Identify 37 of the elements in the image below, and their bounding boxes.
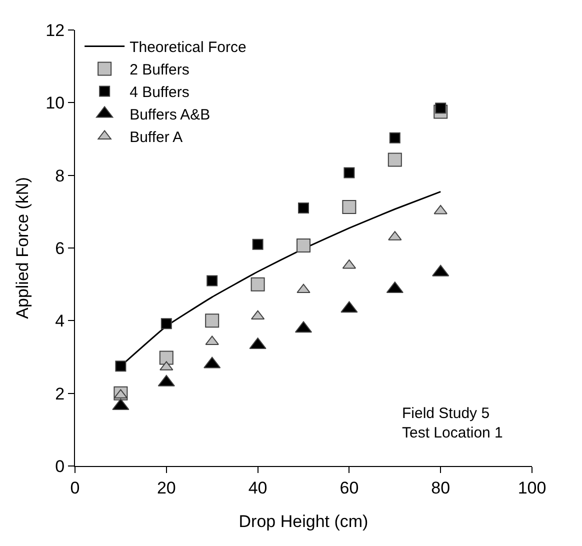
x-tick-label: 20 <box>156 478 176 498</box>
point <box>342 200 356 214</box>
y-tick-label: 8 <box>55 166 65 186</box>
point <box>435 102 446 114</box>
y-tick-label: 10 <box>46 94 65 113</box>
point <box>160 318 172 330</box>
point <box>252 238 264 250</box>
x-axis-title: Drop Height (cm) <box>238 512 368 531</box>
legend-label: 4 Buffers <box>130 84 190 102</box>
point <box>115 360 126 372</box>
x-tick-label: 100 <box>518 478 546 498</box>
x-tick-label: 60 <box>340 478 359 498</box>
point <box>389 132 400 144</box>
y-tick-label: 4 <box>55 312 65 331</box>
annotation: Field Study 5 Test Location 1 <box>402 405 503 442</box>
legend-label: Buffers A&B <box>130 106 210 124</box>
x-tick-label: 0 <box>70 478 80 498</box>
point <box>434 204 448 214</box>
x-tick-label: 40 <box>248 478 268 498</box>
point <box>388 152 402 167</box>
point <box>296 238 310 252</box>
x-tick-label: 80 <box>431 478 450 498</box>
point <box>205 314 220 328</box>
legend-label: Theoretical Force <box>130 39 246 56</box>
y-tick-label: 12 <box>46 20 65 40</box>
point <box>206 275 218 286</box>
point <box>250 277 265 292</box>
point <box>159 350 174 365</box>
point <box>344 167 355 178</box>
y-tick-label: 0 <box>55 456 65 476</box>
point <box>298 202 309 214</box>
legend-label: Buffer A <box>130 129 183 146</box>
y-tick-label: 6 <box>55 238 65 258</box>
point <box>296 284 310 294</box>
y-axis-title: Applied Force (kN) <box>13 177 32 319</box>
y-tick-label: 2 <box>55 384 65 404</box>
legend-label: 2 Buffers <box>130 62 190 79</box>
